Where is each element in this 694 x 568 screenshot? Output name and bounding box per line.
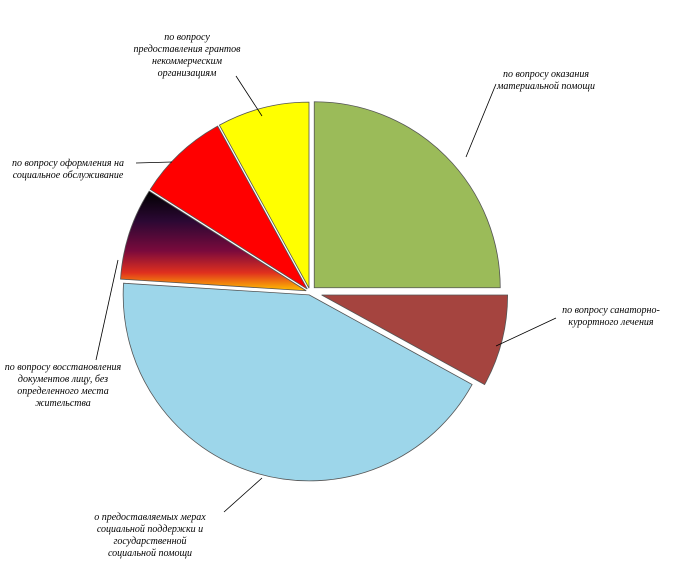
slice-label-line: жительства (35, 398, 91, 409)
slice-label-documents: по вопросу восстановления документов лицу… (5, 362, 122, 409)
pie-slice-social_service (149, 125, 308, 290)
pie-slice-material (313, 101, 501, 289)
slice-label-social_support: о предоставляемых мерах социальной поддер… (94, 512, 206, 559)
slice-label-line: о предоставляемых мерах (94, 512, 206, 523)
leader-line-social_service (135, 161, 173, 164)
slice-label-line: по вопросу оказания (503, 69, 589, 80)
pie-slice-grants (218, 101, 310, 289)
leader-line-documents (95, 259, 119, 361)
slice-label-line: определенного места (17, 386, 108, 397)
slice-label-line: по вопросу (164, 32, 210, 43)
slice-label-line: некоммерческим (152, 56, 223, 67)
slice-label-line: курортного лечения (568, 317, 654, 328)
slice-label-line: по вопросу санаторно- (562, 305, 660, 316)
leader-line-sanatorium (495, 317, 557, 347)
slice-label-line: по вопросу оформления на (12, 158, 124, 169)
pie-slice-social_support (122, 282, 473, 482)
slice-label-grants: по вопросу предоставления грантов некоммер… (134, 32, 242, 79)
slice-label-line: государственной (113, 536, 186, 547)
slice-label-sanatorium: по вопросу санаторно-курортного лечения (562, 305, 660, 328)
slice-label-social_service: по вопросу оформления на социальное обслу… (12, 158, 124, 181)
leader-line-material (465, 83, 497, 158)
pie-slices (120, 101, 509, 482)
slice-label-line: социальной помощи (108, 548, 192, 559)
pie-slice-documents (120, 190, 307, 292)
slice-label-line: социальное обслуживание (13, 170, 124, 181)
slice-label-line: предоставления грантов (134, 44, 242, 55)
slice-label-line: по вопросу восстановления (5, 362, 122, 373)
slice-label-line: материальной помощи (496, 81, 595, 92)
slice-label-material: по вопросу оказания материальной помощи (496, 69, 595, 92)
leader-line-grants (235, 75, 263, 117)
slice-label-line: организациям (158, 68, 217, 79)
leader-lines (95, 75, 557, 513)
leader-line-social_support (223, 477, 263, 513)
slice-label-line: документов лицу, без (18, 374, 108, 385)
pie-slice-sanatorium (321, 294, 509, 386)
slice-labels: по вопросу оказания материальной помощипо… (5, 32, 660, 559)
slice-label-line: социальной поддержки и (97, 524, 203, 535)
